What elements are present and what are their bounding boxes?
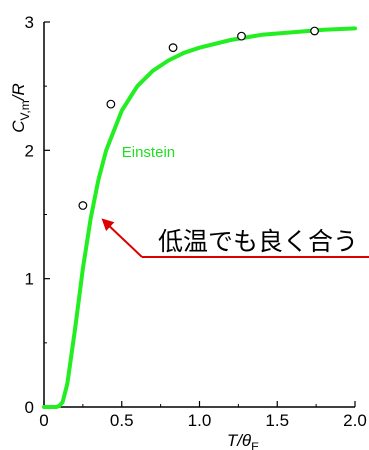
data-point (106, 99, 116, 109)
data-point (78, 201, 88, 210)
annotation-text: 低温でも良く合う (158, 227, 358, 256)
annotation-arrow-line (106, 223, 143, 258)
tick-labels: 0 0.5 1.0 1.5 2.0 0 1 2 3 (25, 13, 367, 430)
y-tick-label: 2 (25, 141, 34, 160)
x-tick-label: 1.0 (188, 411, 212, 430)
plot-area: Einstein (42, 26, 357, 409)
annotation-group: 低温でも良く合う (101, 218, 369, 258)
einstein-series-label: Einstein (122, 144, 175, 161)
x-axis-title: T/θE (227, 431, 259, 450)
x-tick-label: 1.5 (265, 411, 289, 430)
x-tick-label: 2.0 (343, 411, 367, 430)
y-tick-label: 1 (25, 270, 34, 289)
x-tick-label: 0 (39, 411, 48, 430)
annotation-arrowhead (101, 218, 115, 231)
einstein-curve (42, 26, 357, 409)
y-tick-label: 3 (25, 13, 34, 32)
y-tick-label: 0 (25, 398, 34, 417)
y-axis-title: CV,m/R (9, 83, 32, 133)
data-point (237, 31, 246, 41)
data-point (310, 26, 319, 36)
x-tick-label: 0.5 (110, 411, 134, 430)
data-point (168, 43, 178, 53)
axis-titles: T/θE CV,m/R (9, 83, 259, 450)
